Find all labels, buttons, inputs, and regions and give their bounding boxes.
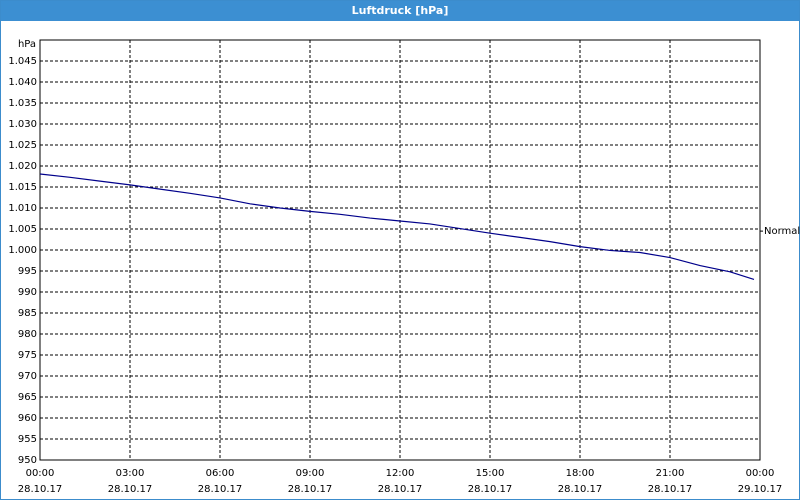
y-tick-label: 995 xyxy=(18,266,37,277)
annotation: Normal xyxy=(764,226,800,237)
x-tick-date: 28.10.17 xyxy=(558,484,603,495)
y-tick-label: 1.030 xyxy=(8,119,37,130)
x-tick-label: 00:00 xyxy=(746,468,775,479)
x-tick-label: 03:00 xyxy=(116,468,145,479)
x-tick-date: 28.10.17 xyxy=(288,484,333,495)
y-axis-label: hPa xyxy=(18,39,36,50)
y-tick-label: 1.040 xyxy=(8,77,37,88)
y-tick-label: 970 xyxy=(18,371,37,382)
y-tick-label: 965 xyxy=(18,392,37,403)
y-tick-label: 980 xyxy=(18,329,37,340)
x-tick-label: 15:00 xyxy=(476,468,505,479)
x-tick-date: 28.10.17 xyxy=(648,484,693,495)
x-tick-date: 28.10.17 xyxy=(468,484,513,495)
x-tick-label: 18:00 xyxy=(566,468,595,479)
x-tick-date: 28.10.17 xyxy=(198,484,243,495)
x-tick-date: 29.10.17 xyxy=(738,484,783,495)
x-tick-label: 06:00 xyxy=(206,468,235,479)
y-tick-label: 950 xyxy=(18,455,37,466)
x-tick-date: 28.10.17 xyxy=(108,484,153,495)
y-tick-label: 1.000 xyxy=(8,245,37,256)
x-tick-label: 12:00 xyxy=(386,468,415,479)
x-tick-label: 00:00 xyxy=(26,468,55,479)
y-tick-label: 955 xyxy=(18,434,37,445)
y-tick-label: 1.010 xyxy=(8,203,37,214)
title-bar: Luftdruck [hPa] xyxy=(1,1,799,21)
x-tick-label: 21:00 xyxy=(656,468,685,479)
y-tick-label: 985 xyxy=(18,308,37,319)
y-tick-label: 990 xyxy=(18,287,37,298)
y-tick-label: 960 xyxy=(18,413,37,424)
data-line xyxy=(39,173,755,280)
y-tick-label: 1.045 xyxy=(8,56,37,67)
y-tick-label: 1.020 xyxy=(8,161,37,172)
y-tick-label: 1.035 xyxy=(8,98,37,109)
x-tick-date: 28.10.17 xyxy=(378,484,423,495)
x-tick-date: 28.10.17 xyxy=(18,484,63,495)
y-tick-label: 1.025 xyxy=(8,140,37,151)
x-tick-label: 09:00 xyxy=(296,468,325,479)
y-tick-label: 1.015 xyxy=(8,182,37,193)
y-tick-label: 1.005 xyxy=(8,224,37,235)
y-tick-label: 975 xyxy=(18,350,37,361)
